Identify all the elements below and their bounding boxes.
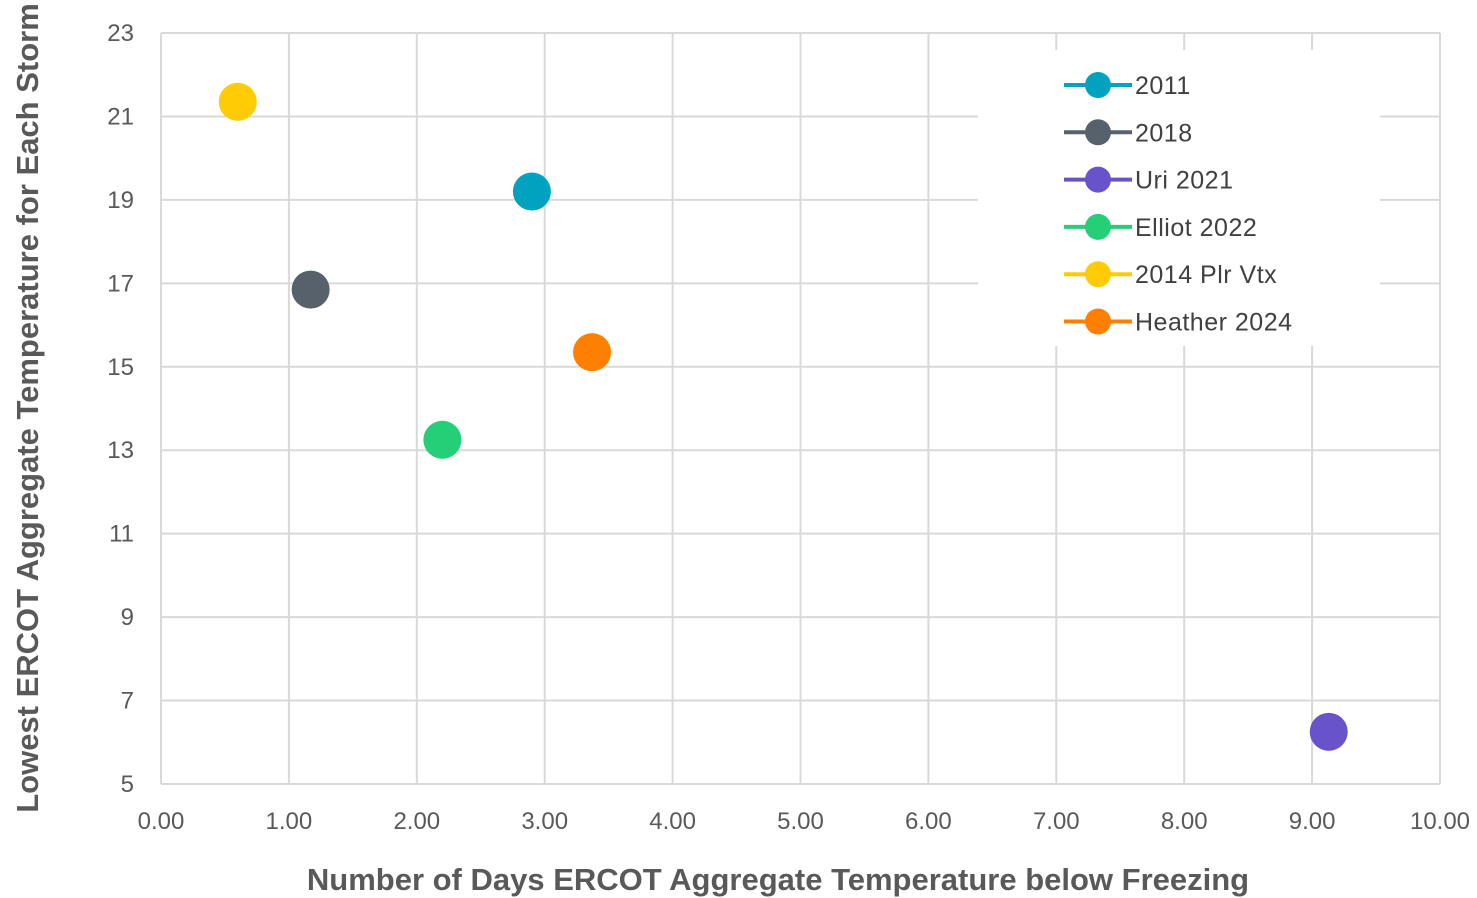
y-tick-label: 13 (107, 437, 134, 464)
legend-label: Heather 2024 (1135, 309, 1293, 337)
x-tick-label: 2.00 (393, 808, 440, 835)
x-tick-labels: 0.00 1.00 2.00 3.00 4.00 5.00 6.00 7.00 8.00 9.00… (138, 808, 1470, 835)
legend-marker (1085, 72, 1111, 98)
x-tick-label: 3.00 (521, 808, 568, 835)
gridlines (160, 32, 1441, 785)
legend-marker (1085, 308, 1111, 335)
x-tick-label: 7.00 (1033, 808, 1080, 835)
x-tick-label: 8.00 (1161, 808, 1208, 835)
y-axis-title: Lowest ERCOT Aggregate Temperature for E… (10, 3, 45, 813)
legend-box (978, 50, 1380, 346)
x-tick-label: 4.00 (649, 808, 696, 835)
x-tick-label: 9.00 (1289, 808, 1336, 835)
y-tick-labels: 5 7 9 11 13 15 17 19 21 23 (107, 20, 134, 798)
x-tick-label: 6.00 (905, 808, 952, 835)
data-point (1309, 712, 1348, 751)
data-point (512, 172, 551, 211)
legend-marker (1085, 213, 1111, 240)
y-tick-label: 15 (107, 354, 134, 381)
legend-label: 2018 (1135, 119, 1193, 147)
data-points (218, 82, 1348, 751)
y-tick-label: 11 (109, 521, 134, 548)
y-tick-label: 7 (121, 688, 134, 715)
y-tick-label: 17 (107, 270, 134, 297)
x-tick-label: 1.00 (266, 808, 313, 835)
y-tick-label: 9 (121, 604, 134, 631)
data-point (423, 420, 462, 459)
x-tick-label: 5.00 (777, 808, 824, 835)
y-tick-label: 19 (107, 187, 134, 214)
legend-marker (1085, 119, 1111, 146)
y-tick-label: 21 (107, 103, 134, 130)
data-point (218, 82, 257, 121)
x-tick-label: 0.00 (138, 808, 185, 835)
data-point (573, 333, 612, 372)
legend-label: Elliot 2022 (1135, 214, 1257, 242)
y-tick-label: 5 (121, 771, 134, 798)
y-tick-label: 23 (107, 20, 134, 47)
legend-marker (1085, 166, 1111, 193)
legend-label: 2011 (1135, 72, 1191, 100)
legend-label: 2014 Plr Vtx (1135, 261, 1277, 289)
legend-marker (1085, 261, 1111, 288)
legend-label: Uri 2021 (1135, 167, 1234, 195)
data-point (291, 270, 330, 309)
x-axis-title: Number of Days ERCOT Aggregate Temperatu… (307, 862, 1249, 897)
x-tick-label: 10.00 (1410, 808, 1470, 835)
legend: 2011 2018 Uri 2021 Elliot 2022 2014 Plr Vtx H… (978, 50, 1380, 346)
